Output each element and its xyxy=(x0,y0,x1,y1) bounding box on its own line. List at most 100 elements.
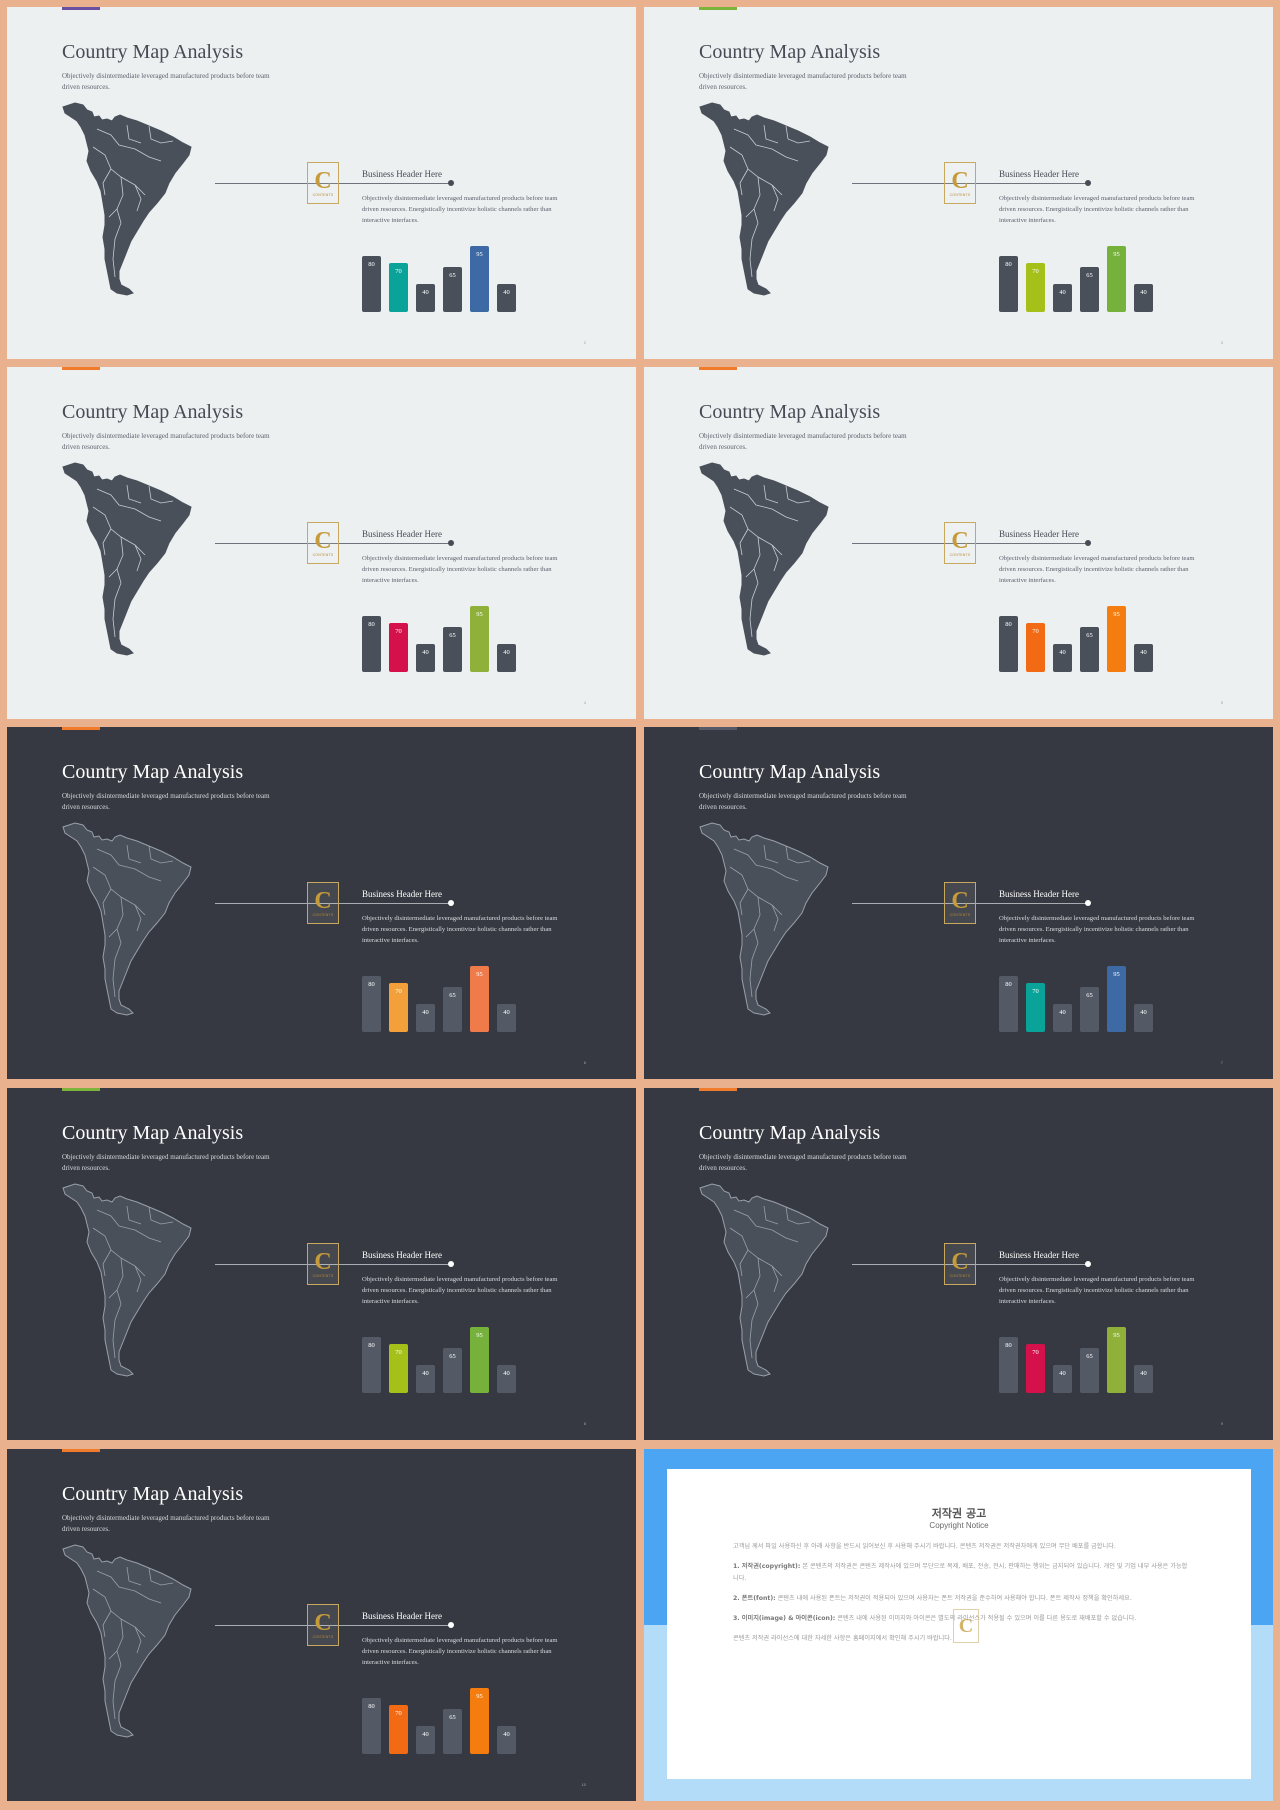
business-header: Business Header Here xyxy=(999,529,1079,539)
chart-bar-2: 70 xyxy=(389,1705,408,1754)
page-number: 8 xyxy=(583,1421,586,1426)
slide-subtitle: Objectively disintermediate leveraged ma… xyxy=(699,792,907,811)
slide-title: Country Map Analysis xyxy=(62,1483,244,1505)
page-number: 9 xyxy=(1220,1421,1223,1426)
page-number: 4 xyxy=(583,700,586,705)
slide-thumbnail-5[interactable]: Country Map Analysis Objectively disinte… xyxy=(7,727,636,1079)
chart-bar-6: 40 xyxy=(1134,1365,1153,1393)
south-america-map xyxy=(62,462,192,656)
chart-bar-2: 70 xyxy=(1026,983,1045,1032)
logo-text: CONTENTS xyxy=(312,1635,334,1639)
chart-bar-label: 40 xyxy=(1059,1009,1066,1016)
bar-chart: 80 70 40 65 95 40 xyxy=(362,597,522,672)
chart-bar-label: 70 xyxy=(395,1349,402,1356)
connector-line xyxy=(852,903,1088,904)
business-header: Business Header Here xyxy=(999,889,1079,899)
chart-bar-2: 70 xyxy=(1026,1344,1045,1393)
chart-bar-3: 40 xyxy=(416,644,435,672)
logo-letter: C xyxy=(314,1249,332,1275)
chart-bar-label: 80 xyxy=(368,621,375,628)
page-number: 6 xyxy=(583,1060,586,1065)
chart-bar-4: 65 xyxy=(443,1348,462,1393)
chart-bar-6: 40 xyxy=(497,1726,516,1754)
logo-letter: C xyxy=(951,528,969,554)
chart-bar-1: 80 xyxy=(999,616,1018,672)
chart-bar-label: 70 xyxy=(395,268,402,275)
chart-bar-1: 80 xyxy=(362,1698,381,1754)
page-number: 5 xyxy=(1220,700,1223,705)
business-body-text: Objectively disintermediate leveraged ma… xyxy=(362,915,558,944)
chart-bar-6: 40 xyxy=(1134,644,1153,672)
copyright-body: 고객님 께서 파일 사용하신 후 아래 사항을 반드시 읽어보신 후 사용해 주… xyxy=(733,1541,1188,1653)
chart-bar-label: 65 xyxy=(449,992,456,999)
chart-bar-label: 70 xyxy=(395,1710,402,1717)
chart-bar-label: 40 xyxy=(1140,1009,1147,1016)
chart-bar-label: 70 xyxy=(1032,628,1039,635)
page-number: 2 xyxy=(583,340,586,345)
chart-bar-1: 80 xyxy=(999,256,1018,312)
slide-thumbnail-8[interactable]: Country Map Analysis Objectively disinte… xyxy=(644,1088,1273,1440)
chart-bar-label: 95 xyxy=(1113,611,1120,618)
chart-bar-label: 65 xyxy=(1086,992,1093,999)
accent-bar xyxy=(62,1088,100,1091)
contents-logo: C CONTENTS xyxy=(944,1243,976,1285)
slide-title: Country Map Analysis xyxy=(62,401,244,423)
chart-bar-5: 95 xyxy=(470,606,489,672)
connector-dot xyxy=(448,900,454,906)
chart-bar-4: 65 xyxy=(1080,1348,1099,1393)
slide-thumbnail-9[interactable]: Country Map Analysis Objectively disinte… xyxy=(7,1449,636,1801)
business-header: Business Header Here xyxy=(362,169,442,179)
slide-thumbnail-1[interactable]: Country Map Analysis Objectively disinte… xyxy=(7,7,636,359)
page-number: 3 xyxy=(1220,340,1223,345)
connector-line xyxy=(852,183,1088,184)
south-america-map xyxy=(62,1544,192,1738)
chart-bar-label: 80 xyxy=(368,261,375,268)
slide-thumbnail-6[interactable]: Country Map Analysis Objectively disinte… xyxy=(644,727,1273,1079)
chart-bar-label: 40 xyxy=(1059,649,1066,656)
slide-thumbnail-7[interactable]: Country Map Analysis Objectively disinte… xyxy=(7,1088,636,1440)
contents-logo: C CONTENTS xyxy=(944,882,976,924)
copyright-slide[interactable]: 저작권 공고 Copyright Notice C 고객님 께서 파일 사용하신… xyxy=(644,1449,1273,1801)
chart-bar-label: 80 xyxy=(1005,261,1012,268)
page-number: 7 xyxy=(1220,1060,1223,1065)
chart-bar-4: 65 xyxy=(443,1709,462,1754)
logo-text: CONTENTS xyxy=(312,193,334,197)
bar-chart: 80 70 40 65 95 40 xyxy=(362,1318,522,1393)
chart-bar-6: 40 xyxy=(497,1004,516,1032)
business-body-text: Objectively disintermediate leveraged ma… xyxy=(362,555,558,584)
connector-line xyxy=(215,543,451,544)
bar-chart: 80 70 40 65 95 40 xyxy=(362,1679,522,1754)
chart-bar-1: 80 xyxy=(362,1337,381,1393)
connector-dot xyxy=(1085,540,1091,546)
accent-bar xyxy=(62,727,100,730)
chart-bar-5: 95 xyxy=(1107,246,1126,312)
chart-bar-label: 40 xyxy=(1140,289,1147,296)
chart-bar-3: 40 xyxy=(1053,1365,1072,1393)
south-america-map xyxy=(62,1183,192,1377)
chart-bar-label: 40 xyxy=(503,1009,510,1016)
chart-bar-label: 40 xyxy=(1059,289,1066,296)
chart-bar-label: 40 xyxy=(422,1009,429,1016)
copyright-section-1: 1. 저작권(copyright): 본 콘텐츠의 저작권은 콘텐츠 제작사에 … xyxy=(733,1563,1188,1582)
accent-bar xyxy=(62,367,100,370)
accent-bar xyxy=(699,727,737,730)
chart-bar-2: 70 xyxy=(389,1344,408,1393)
slide-thumbnail-4[interactable]: Country Map Analysis Objectively disinte… xyxy=(644,367,1273,719)
chart-bar-label: 95 xyxy=(476,611,483,618)
copyright-intro: 고객님 께서 파일 사용하신 후 아래 사항을 반드시 읽어보신 후 사용해 주… xyxy=(733,1543,1116,1550)
copyright-subtitle: Copyright Notice xyxy=(929,1521,989,1530)
slide-thumbnail-2[interactable]: Country Map Analysis Objectively disinte… xyxy=(644,7,1273,359)
slide-thumbnail-3[interactable]: Country Map Analysis Objectively disinte… xyxy=(7,367,636,719)
chart-bar-label: 95 xyxy=(476,1693,483,1700)
connector-line xyxy=(215,903,451,904)
chart-bar-label: 40 xyxy=(503,1731,510,1738)
chart-bar-5: 95 xyxy=(1107,606,1126,672)
chart-bar-label: 70 xyxy=(1032,988,1039,995)
chart-bar-label: 65 xyxy=(1086,632,1093,639)
chart-bar-4: 65 xyxy=(443,267,462,312)
south-america-map xyxy=(699,462,829,656)
accent-bar xyxy=(62,1449,100,1452)
chart-bar-label: 80 xyxy=(1005,981,1012,988)
chart-bar-3: 40 xyxy=(1053,284,1072,312)
connector-dot xyxy=(1085,900,1091,906)
